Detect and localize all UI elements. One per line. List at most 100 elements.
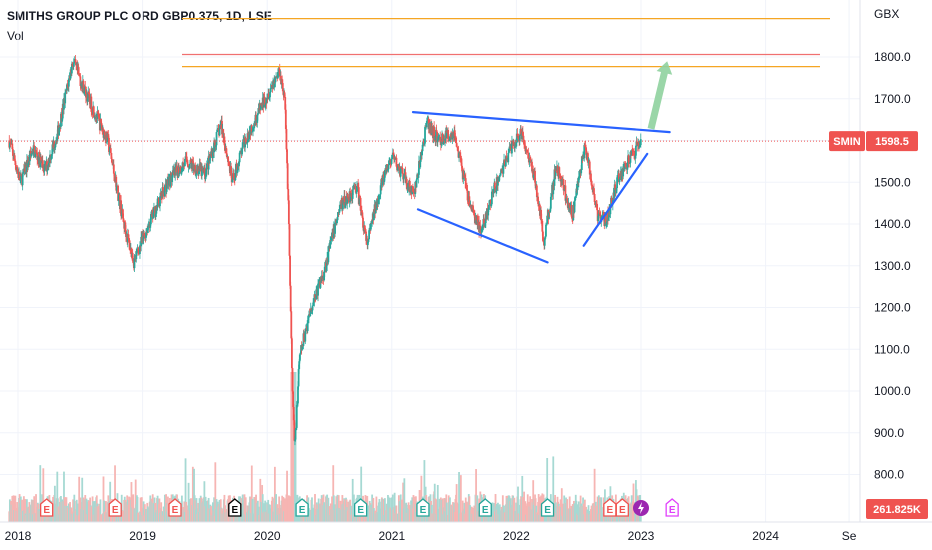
target-arrow[interactable] [647,61,673,130]
candle-body [564,185,567,201]
candle-body [469,205,471,207]
candle-body [349,193,352,201]
time-tick-label: 2024 [752,529,779,543]
candle-body [487,208,490,216]
candle-body [303,333,305,342]
candle-body [8,142,11,148]
candle-body [587,153,589,163]
candle-body [185,156,188,163]
volume-bar [278,504,281,522]
candle-body [244,138,247,142]
event-label: E [669,505,676,516]
horizontal-levels[interactable] [0,17,860,142]
candle-body [614,184,617,191]
trend-line [411,111,671,134]
candle-body [13,155,16,161]
volume-bar [353,494,355,522]
candle-body [483,219,485,224]
volume-indicator-label[interactable]: Vol [7,29,24,43]
candle-body [455,142,458,147]
volume-bar [102,476,105,522]
candle-body [431,125,434,134]
candle-body [553,169,556,186]
candle-body [387,169,389,171]
volume-bar [261,494,264,522]
candle-body [12,149,14,156]
candle-body [63,97,65,110]
candle-body [21,173,24,186]
volume-bar [72,499,74,522]
candle-body [633,150,636,156]
volume-bar [328,506,331,522]
event-flag [540,498,555,517]
candle-body [618,173,620,182]
volume-bar [187,482,190,522]
candle-body [225,147,228,154]
candle-body [342,200,344,210]
candle-body [255,114,257,120]
candle-body [395,157,398,167]
candle-body [43,163,46,172]
candle-body [74,59,77,63]
time-axis[interactable]: 2018 2019 2020 2021 2022 2023 2024 Se [0,521,932,543]
volume-bar [73,494,76,522]
candle-body [36,152,39,160]
volume-bar [441,498,444,522]
volume-bar [573,503,576,522]
candle-body [444,138,446,142]
volume-bar [423,460,426,522]
price-tick-label: 1700.0 [874,92,911,106]
candle-body [260,105,262,110]
volume-bar [107,495,110,522]
volume-bar [375,496,378,522]
candle-body [306,320,309,332]
candle-body [338,208,341,213]
ticker-badge [829,131,865,152]
volume-bar [308,508,310,522]
candle-body [396,167,399,171]
candle-body [391,157,394,160]
candle-body [636,141,639,146]
time-tick-label: Se [842,529,857,543]
price-axis[interactable]: GBX 800.0 900.0 1000.0 1100.0 1200.0 1300.0 140… [859,0,911,522]
volume-bar [582,503,585,522]
volume-bar [19,496,22,522]
candle-body [361,212,364,218]
candle-body [179,166,182,174]
candle-body [53,147,56,149]
candle-body [275,76,278,79]
price-tick-label: 1100.0 [874,342,910,356]
candle-body [625,166,628,168]
candle-body [132,260,135,264]
volume-bar [632,483,635,522]
candle-body [195,169,198,175]
candle-body [56,133,59,142]
candle-body [98,117,101,119]
volume-bar [537,494,540,522]
volume-bar [214,462,217,522]
candle-body [285,129,288,150]
volume-bar [420,475,423,522]
candle-body [64,89,67,93]
earnings-event-icon: E [108,498,122,517]
volume-bar [389,507,392,522]
candle-body [631,150,634,152]
candle-body [223,136,226,146]
trend-lines[interactable] [411,111,671,264]
candle-body [412,191,415,193]
candle-body [540,218,543,221]
candle-body [120,200,123,217]
candle-body [10,142,13,145]
candle-body [445,132,448,139]
candle-body [574,196,577,201]
candle-body [607,217,610,221]
volume-bar [165,494,167,522]
volume-bar [259,478,262,522]
volume-bar [271,496,274,522]
volume-bar [146,506,149,522]
bolt-glyph [638,502,644,514]
candle-body [365,231,367,241]
candle-body [239,151,242,153]
